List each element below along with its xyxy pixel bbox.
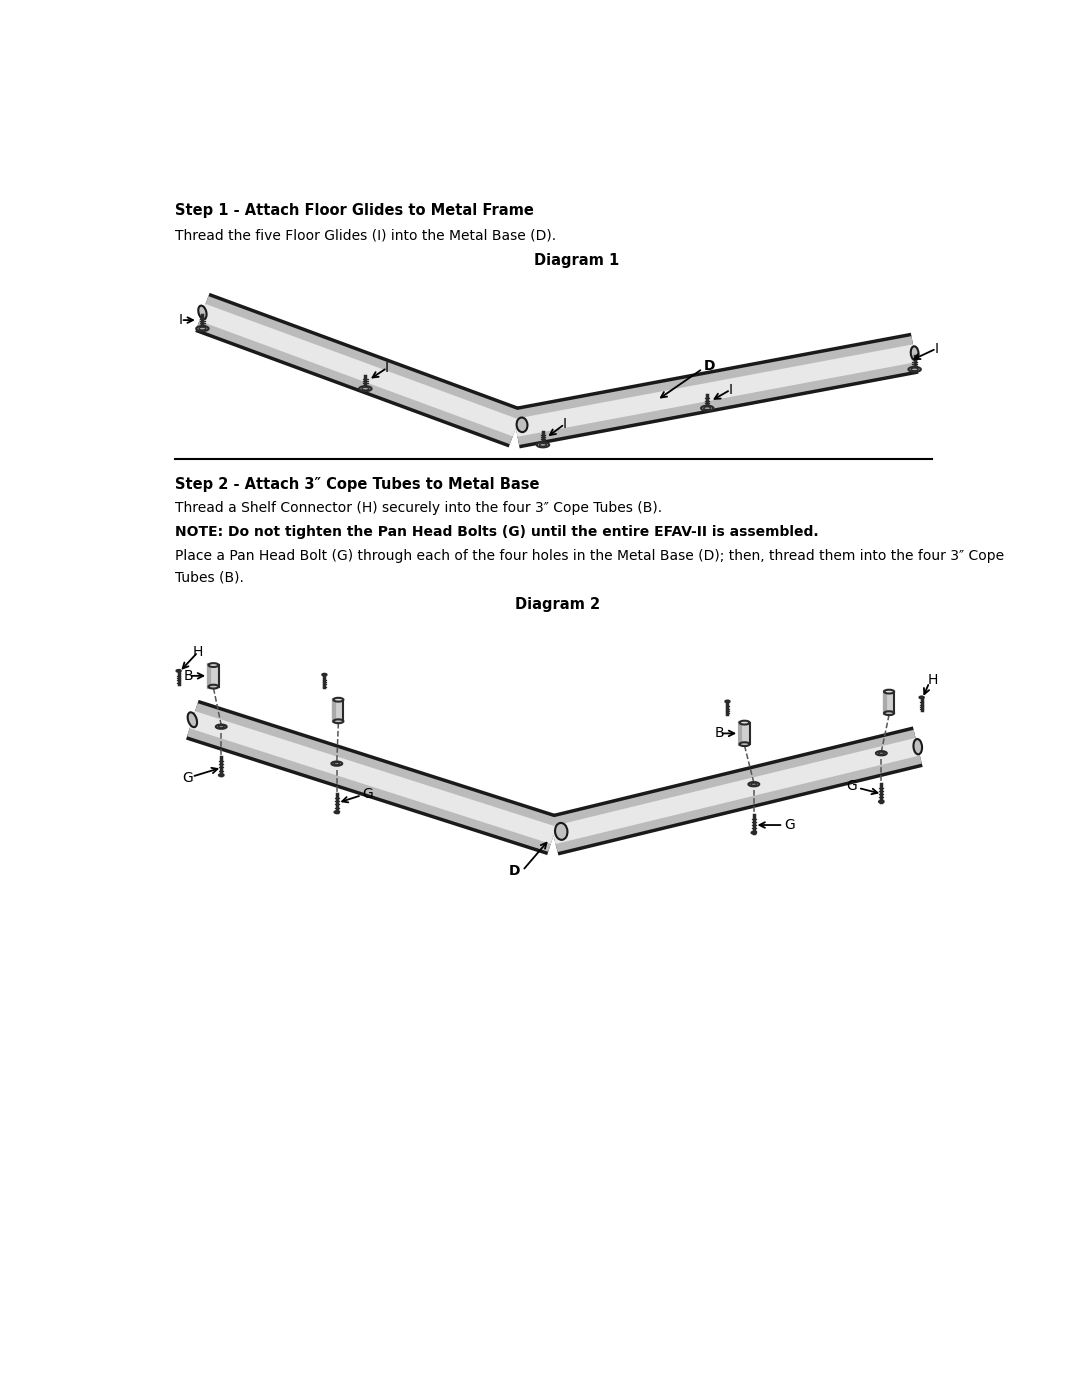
- Ellipse shape: [197, 326, 208, 331]
- Ellipse shape: [216, 725, 227, 729]
- Ellipse shape: [332, 761, 342, 766]
- Ellipse shape: [555, 823, 567, 840]
- Ellipse shape: [362, 387, 369, 390]
- Text: H: H: [928, 673, 939, 687]
- Ellipse shape: [752, 831, 756, 834]
- Ellipse shape: [335, 812, 339, 813]
- Text: H: H: [193, 645, 203, 659]
- Text: Diagram 1: Diagram 1: [535, 253, 619, 268]
- Ellipse shape: [199, 327, 206, 330]
- Ellipse shape: [748, 782, 759, 787]
- Ellipse shape: [208, 685, 218, 689]
- Text: G: G: [363, 787, 374, 800]
- Ellipse shape: [740, 721, 750, 725]
- Bar: [208, 665, 218, 686]
- Text: G: G: [847, 780, 858, 793]
- Text: Thread a Shelf Connector (H) securely into the four 3″ Cope Tubes (B).: Thread a Shelf Connector (H) securely in…: [175, 502, 662, 515]
- Text: Tubes (B).: Tubes (B).: [175, 570, 244, 584]
- Ellipse shape: [334, 698, 343, 701]
- Text: G: G: [181, 771, 192, 785]
- Ellipse shape: [751, 784, 757, 785]
- Ellipse shape: [885, 690, 894, 693]
- Ellipse shape: [876, 752, 887, 756]
- Text: I: I: [563, 418, 567, 432]
- Ellipse shape: [537, 443, 549, 447]
- Ellipse shape: [334, 763, 340, 764]
- Text: Place a Pan Head Bolt (G) through each of the four holes in the Metal Base (D); : Place a Pan Head Bolt (G) through each o…: [175, 549, 1004, 563]
- Ellipse shape: [176, 671, 180, 672]
- Ellipse shape: [322, 673, 326, 676]
- Text: NOTE: Do not tighten the Pan Head Bolts (G) until the entire EFAV-II is assemble: NOTE: Do not tighten the Pan Head Bolts …: [175, 525, 819, 539]
- Ellipse shape: [910, 346, 919, 360]
- Bar: [334, 700, 343, 721]
- Ellipse shape: [701, 405, 714, 411]
- Text: Step 2 - Attach 3″ Cope Tubes to Metal Base: Step 2 - Attach 3″ Cope Tubes to Metal B…: [175, 478, 540, 492]
- Bar: [885, 692, 894, 714]
- Text: Thread the five Floor Glides (I) into the Metal Base (D).: Thread the five Floor Glides (I) into th…: [175, 229, 556, 243]
- Text: I: I: [729, 383, 732, 397]
- Text: I: I: [178, 313, 183, 327]
- Text: I: I: [934, 342, 939, 356]
- Ellipse shape: [704, 407, 711, 409]
- Ellipse shape: [885, 711, 894, 715]
- Ellipse shape: [188, 712, 197, 728]
- Ellipse shape: [912, 367, 918, 370]
- Ellipse shape: [199, 306, 206, 319]
- Text: B: B: [184, 669, 193, 683]
- Text: Step 1 - Attach Floor Glides to Metal Frame: Step 1 - Attach Floor Glides to Metal Fr…: [175, 203, 535, 218]
- Ellipse shape: [878, 752, 885, 754]
- Text: D: D: [509, 865, 521, 879]
- Text: I: I: [386, 360, 389, 374]
- Ellipse shape: [540, 443, 546, 446]
- Ellipse shape: [218, 725, 225, 728]
- Ellipse shape: [219, 774, 224, 777]
- Ellipse shape: [879, 800, 883, 803]
- Ellipse shape: [360, 386, 372, 391]
- Text: B: B: [715, 726, 725, 740]
- Ellipse shape: [908, 367, 921, 372]
- Ellipse shape: [740, 742, 750, 746]
- Ellipse shape: [208, 664, 218, 666]
- Ellipse shape: [914, 739, 922, 754]
- Ellipse shape: [516, 418, 527, 432]
- Text: D: D: [704, 359, 716, 373]
- Ellipse shape: [919, 697, 923, 698]
- Text: G: G: [784, 819, 795, 833]
- Text: Diagram 2: Diagram 2: [515, 597, 599, 612]
- Bar: [740, 722, 750, 745]
- Ellipse shape: [334, 719, 343, 724]
- Ellipse shape: [726, 700, 730, 703]
